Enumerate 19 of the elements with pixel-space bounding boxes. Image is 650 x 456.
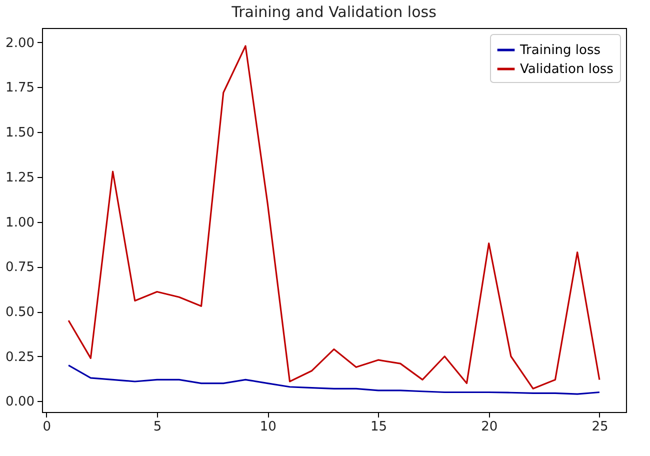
y-tick-label: 1.75 <box>6 80 34 96</box>
y-tick-label: 0.50 <box>6 305 34 320</box>
x-tick-label: 25 <box>592 420 608 434</box>
chart-title: Training and Validation loss <box>230 3 437 21</box>
legend-label: Training loss <box>519 43 601 58</box>
legend-label: Validation loss <box>520 62 614 77</box>
y-tick-label: 2.00 <box>6 36 34 51</box>
x-tick-label: 10 <box>260 420 276 434</box>
y-tick-label: 1.00 <box>6 215 34 230</box>
x-tick-label: 0 <box>42 420 52 434</box>
x-tick-label: 15 <box>370 420 388 434</box>
y-tick-label: 1.50 <box>6 126 34 141</box>
line-series <box>68 364 600 395</box>
y-tick-label: 1.25 <box>6 170 34 186</box>
y-tick-label: 0.00 <box>6 394 34 410</box>
y-tick-label: 0.25 <box>6 350 34 365</box>
x-tick-label: 20 <box>481 420 498 434</box>
x-tick-label: 5 <box>153 420 162 434</box>
y-tick-label: 0.75 <box>6 260 34 276</box>
